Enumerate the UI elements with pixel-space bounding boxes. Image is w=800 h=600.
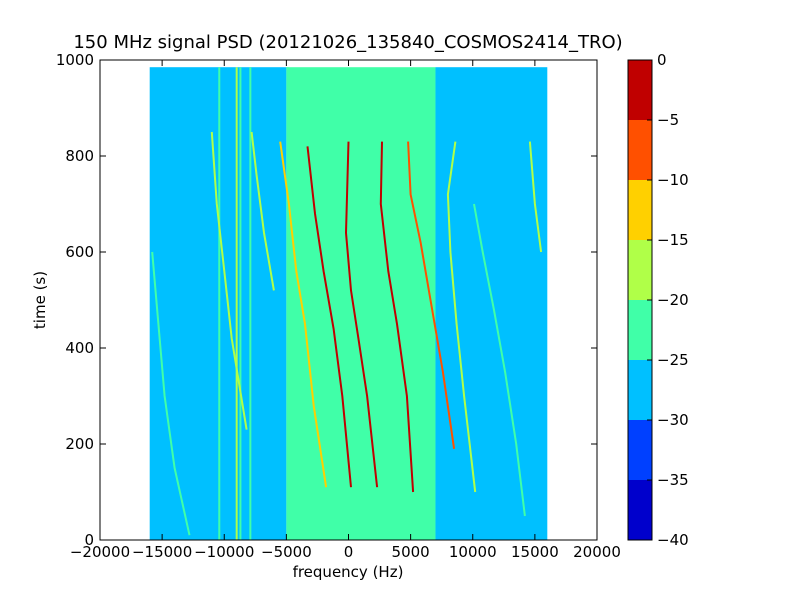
- colorbar: 0 −5 −10 −15 −20 −25 −30 −35 −40: [627, 51, 689, 549]
- colorbar-tick-label-6: −30: [657, 411, 689, 429]
- signal-trace-8: [446, 141, 477, 493]
- x-tick-label-7: 15000: [511, 543, 559, 561]
- colorbar-band-3: [628, 300, 652, 360]
- signal-trace-6: [379, 141, 415, 493]
- x-tick-label-5: 5000: [392, 543, 430, 561]
- signal-trace-3: [279, 141, 328, 488]
- signal-trace-9: [473, 203, 526, 517]
- colorbar-band-2: [628, 360, 652, 420]
- y-tick-label-1: 200: [65, 435, 94, 453]
- y-axis: 0 200 400 600 800 1000: [56, 51, 597, 549]
- x-axis-label: frequency (Hz): [293, 563, 404, 581]
- x-tick-label-1: −15000: [132, 543, 192, 561]
- signal-trace-7: [407, 141, 456, 449]
- colorbar-band-0: [628, 480, 652, 540]
- colorbar-tick-label-2: −10: [657, 171, 689, 189]
- signal-trace-2: [250, 131, 275, 291]
- colorbar-tick-label-5: −25: [657, 351, 689, 369]
- colorbar-band-5: [628, 180, 652, 240]
- y-tick-label-0: 0: [84, 531, 94, 549]
- signal-trace-10: [528, 141, 543, 253]
- colorbar-band-1: [628, 420, 652, 480]
- x-tick-label-3: −5000: [261, 543, 312, 561]
- y-tick-label-5: 1000: [56, 51, 94, 69]
- y-tick-label-2: 400: [65, 339, 94, 357]
- y-tick-label-3: 600: [65, 243, 94, 261]
- x-tick-label-2: −10000: [194, 543, 254, 561]
- chart-title: 150 MHz signal PSD (20121026_135840_COSM…: [73, 32, 622, 53]
- signal-trace-0: [151, 251, 191, 536]
- colorbar-band-7: [628, 60, 652, 120]
- x-tick-label-8: 20000: [573, 543, 621, 561]
- colorbar-tick-label-3: −15: [657, 231, 689, 249]
- psd-band-0: [149, 67, 287, 540]
- colorbar-tick-label-4: −20: [657, 291, 689, 309]
- signal-trace-1: [210, 131, 248, 430]
- y-tick-label-4: 800: [65, 147, 94, 165]
- x-tick-label-0: −20000: [70, 543, 130, 561]
- colorbar-tick-label-1: −5: [657, 111, 679, 129]
- colorbar-band-4: [628, 240, 652, 300]
- colorbar-tick-label-8: −40: [657, 531, 689, 549]
- signal-trace-5: [345, 141, 379, 488]
- x-tick-label-6: 10000: [449, 543, 497, 561]
- colorbar-band-6: [628, 120, 652, 180]
- signal-trace-4: [306, 146, 352, 488]
- colorbar-tick-label-0: 0: [657, 51, 667, 69]
- psd-band-2: [435, 67, 548, 540]
- x-tick-label-4: 0: [344, 543, 354, 561]
- psd-band-1: [286, 67, 436, 540]
- colorbar-tick-label-7: −35: [657, 471, 689, 489]
- y-axis-label: time (s): [31, 271, 49, 329]
- plot-area: [99, 59, 598, 541]
- x-axis: −20000 −15000 −10000 −5000 0 5000 10000 15000 20…: [70, 60, 621, 561]
